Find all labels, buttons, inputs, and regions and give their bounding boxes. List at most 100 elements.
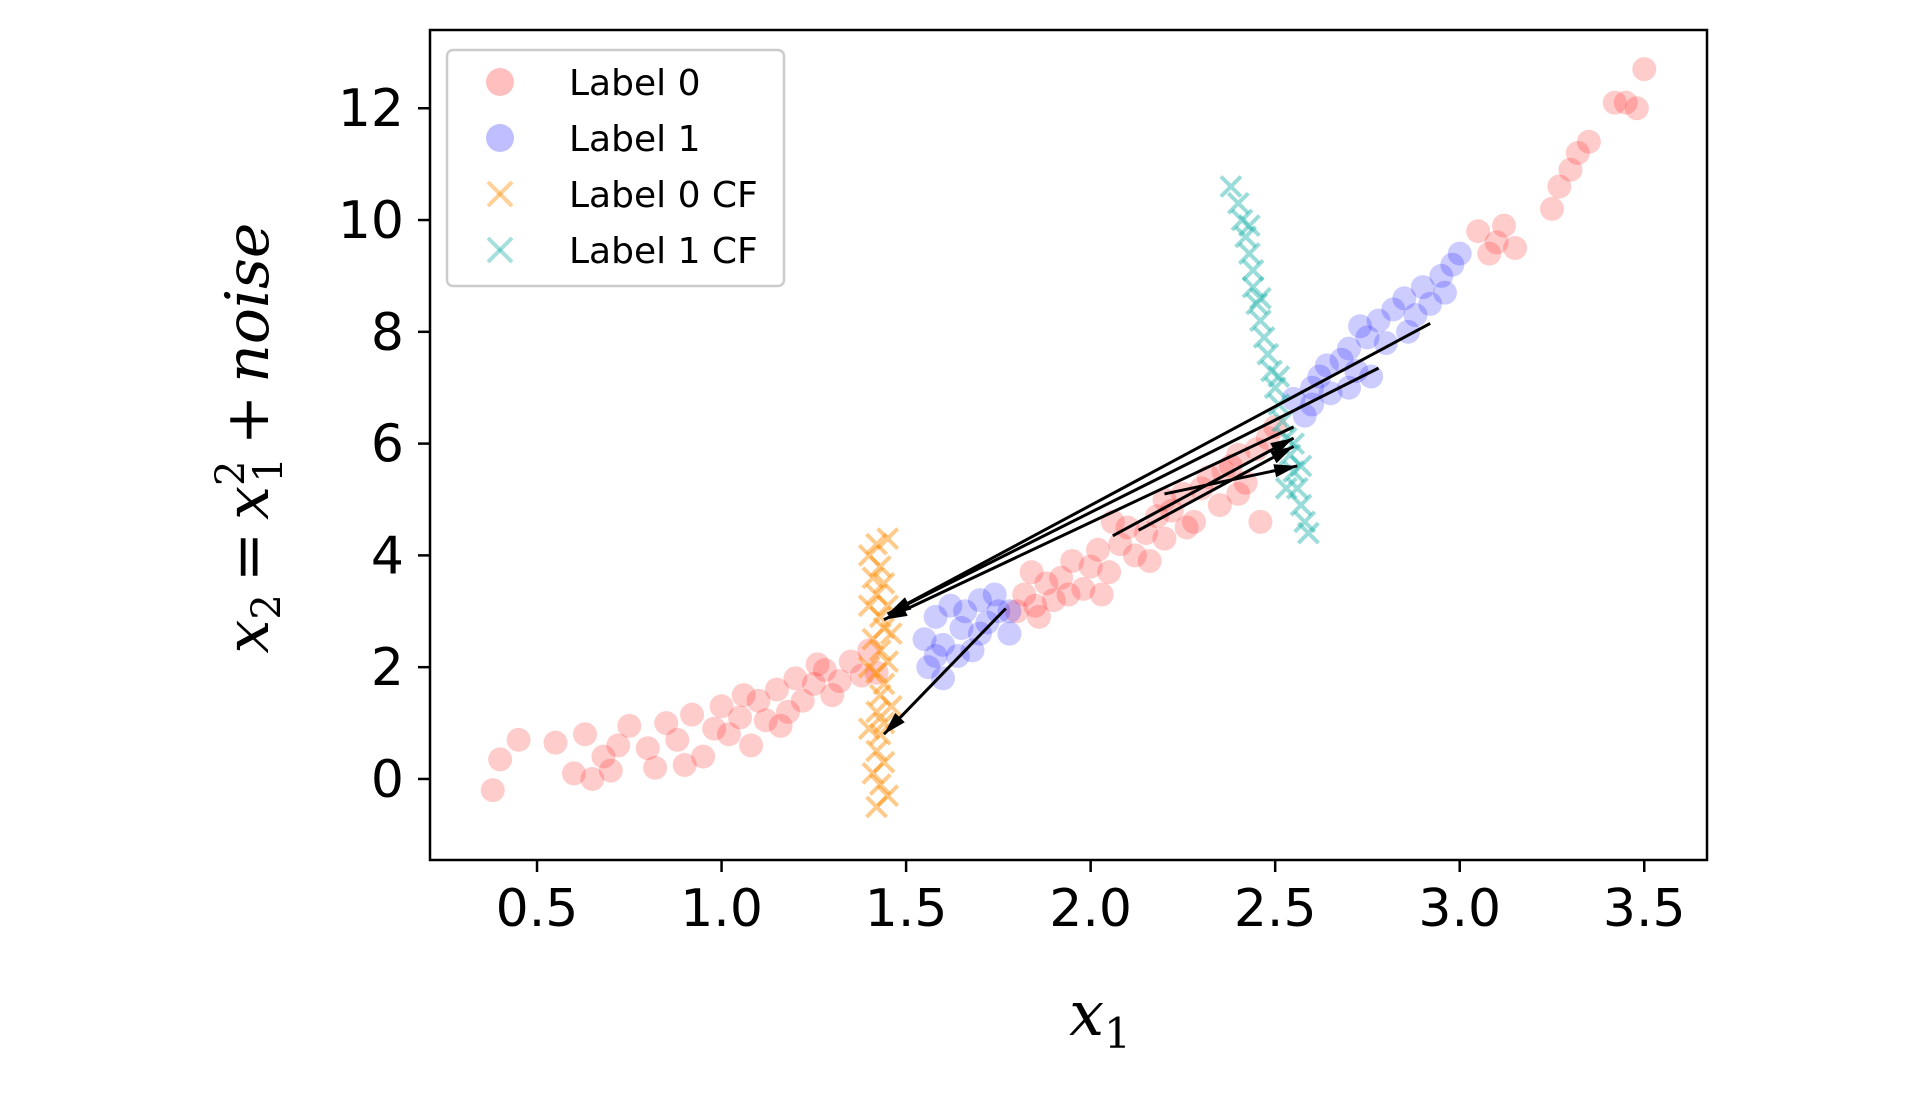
data-point — [1097, 560, 1122, 585]
data-point — [1234, 225, 1258, 249]
data-point — [1249, 309, 1272, 333]
data-point — [820, 683, 845, 708]
data-point — [838, 649, 863, 674]
data-point — [872, 750, 896, 774]
data-point — [1049, 565, 1074, 590]
points-layer — [480, 57, 1657, 819]
counterfactual-arrow — [883, 425, 1295, 622]
data-point — [868, 638, 892, 662]
data-point — [1152, 526, 1177, 551]
data-point — [1041, 588, 1066, 613]
data-point — [849, 663, 874, 688]
series-label-0-cf — [857, 527, 903, 819]
data-point — [931, 666, 956, 691]
legend-text-label-1: Label 1 — [569, 119, 700, 160]
y-label-lhs-base: x — [213, 620, 283, 654]
data-point — [1237, 214, 1261, 238]
data-point — [1632, 57, 1657, 82]
data-point — [1248, 509, 1273, 534]
data-point — [1174, 515, 1199, 540]
x-tick-label: 0.5 — [496, 879, 579, 939]
data-point — [857, 638, 882, 663]
data-point — [1056, 582, 1081, 607]
data-point — [865, 795, 888, 819]
data-point — [1230, 208, 1254, 232]
data-point — [1366, 308, 1391, 333]
data-point — [876, 650, 900, 673]
y-axis: 0 2 4 6 8 10 12 — [338, 79, 430, 810]
data-point — [949, 616, 974, 641]
y-label-noise: noise — [213, 223, 283, 383]
x-axis: 0.5 1.0 1.5 2.0 2.5 3.0 3.5 — [496, 860, 1686, 939]
y-tick-label: 0 — [371, 750, 404, 810]
data-point — [1219, 175, 1243, 198]
data-point — [1245, 292, 1269, 316]
data-point — [591, 744, 616, 769]
data-point — [982, 582, 1007, 607]
data-point — [1034, 571, 1059, 596]
data-point — [865, 661, 888, 685]
data-point — [1226, 191, 1250, 215]
x-tick-label: 1.0 — [680, 879, 763, 939]
x-axis-label-base: x — [1069, 977, 1104, 1050]
data-point — [680, 702, 705, 727]
counterfactual-arrow — [1137, 445, 1295, 532]
data-point — [923, 604, 948, 629]
data-point — [746, 688, 771, 713]
data-point — [868, 555, 892, 578]
x-tick-label: 3.0 — [1418, 879, 1501, 939]
legend-marker-label-1-cf — [486, 236, 514, 264]
data-point — [643, 755, 668, 780]
data-point — [764, 677, 789, 702]
data-point — [997, 621, 1022, 646]
data-point — [1576, 129, 1601, 154]
legend-text-label-0-cf: Label 0 CF — [569, 175, 758, 216]
data-point — [857, 543, 881, 567]
x-tick-label: 1.5 — [865, 879, 948, 939]
data-point — [573, 722, 598, 747]
data-point — [1004, 599, 1029, 624]
y-label-rhs-sub: 1 — [246, 457, 292, 482]
y-tick-label: 2 — [371, 638, 404, 698]
counterfactual-arrow — [882, 607, 1007, 736]
data-point — [865, 739, 888, 763]
data-point — [480, 778, 505, 803]
data-point — [1241, 275, 1265, 299]
data-point — [868, 722, 892, 746]
data-point — [790, 688, 815, 713]
data-point — [872, 571, 896, 595]
data-point — [865, 700, 888, 724]
data-point — [753, 708, 778, 733]
data-point — [739, 733, 764, 758]
data-point — [1023, 593, 1048, 618]
data-point — [801, 671, 826, 696]
legend: Label 0 Label 1 Label 0 CF Label 1 CF — [445, 48, 786, 288]
data-point — [1492, 213, 1517, 238]
data-point — [1207, 493, 1232, 518]
data-point — [879, 622, 903, 646]
data-point — [879, 694, 903, 718]
data-point — [1547, 174, 1572, 199]
data-point — [580, 766, 605, 791]
data-point — [1282, 460, 1306, 483]
data-point — [1012, 582, 1037, 607]
data-point — [1086, 537, 1111, 562]
data-point — [857, 594, 881, 618]
data-point — [1263, 376, 1287, 400]
data-point — [635, 736, 660, 761]
data-point — [709, 694, 734, 719]
legend-box — [445, 48, 786, 288]
data-point — [1484, 230, 1509, 255]
x-tick-label: 2.0 — [1049, 879, 1132, 939]
data-point — [1026, 604, 1051, 629]
data-point — [1410, 275, 1435, 300]
data-point — [872, 616, 896, 640]
data-point — [876, 527, 900, 551]
data-point — [1285, 476, 1309, 500]
plot-frame — [428, 28, 1709, 862]
data-point — [868, 605, 892, 629]
data-point — [1418, 291, 1443, 316]
data-point — [857, 717, 881, 741]
data-point — [702, 716, 727, 741]
x-tick-label: 3.5 — [1603, 879, 1686, 939]
